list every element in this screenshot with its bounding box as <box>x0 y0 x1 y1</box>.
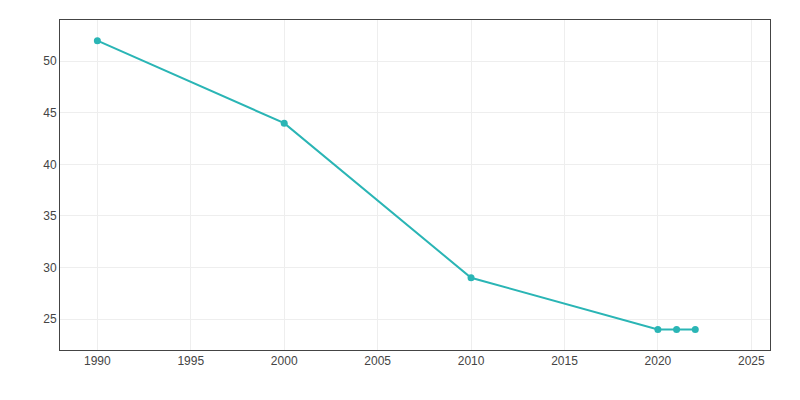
svg-text:1990: 1990 <box>84 354 111 368</box>
svg-text:2000: 2000 <box>271 354 298 368</box>
svg-text:50: 50 <box>43 54 57 68</box>
svg-text:2025: 2025 <box>738 354 765 368</box>
svg-text:1995: 1995 <box>177 354 204 368</box>
svg-text:45: 45 <box>43 106 57 120</box>
svg-text:30: 30 <box>43 261 57 275</box>
svg-text:2010: 2010 <box>458 354 485 368</box>
svg-text:25: 25 <box>43 312 57 326</box>
svg-text:40: 40 <box>43 158 57 172</box>
svg-text:2005: 2005 <box>364 354 391 368</box>
svg-text:35: 35 <box>43 209 57 223</box>
svg-text:2020: 2020 <box>645 354 672 368</box>
svg-text:2015: 2015 <box>551 354 578 368</box>
